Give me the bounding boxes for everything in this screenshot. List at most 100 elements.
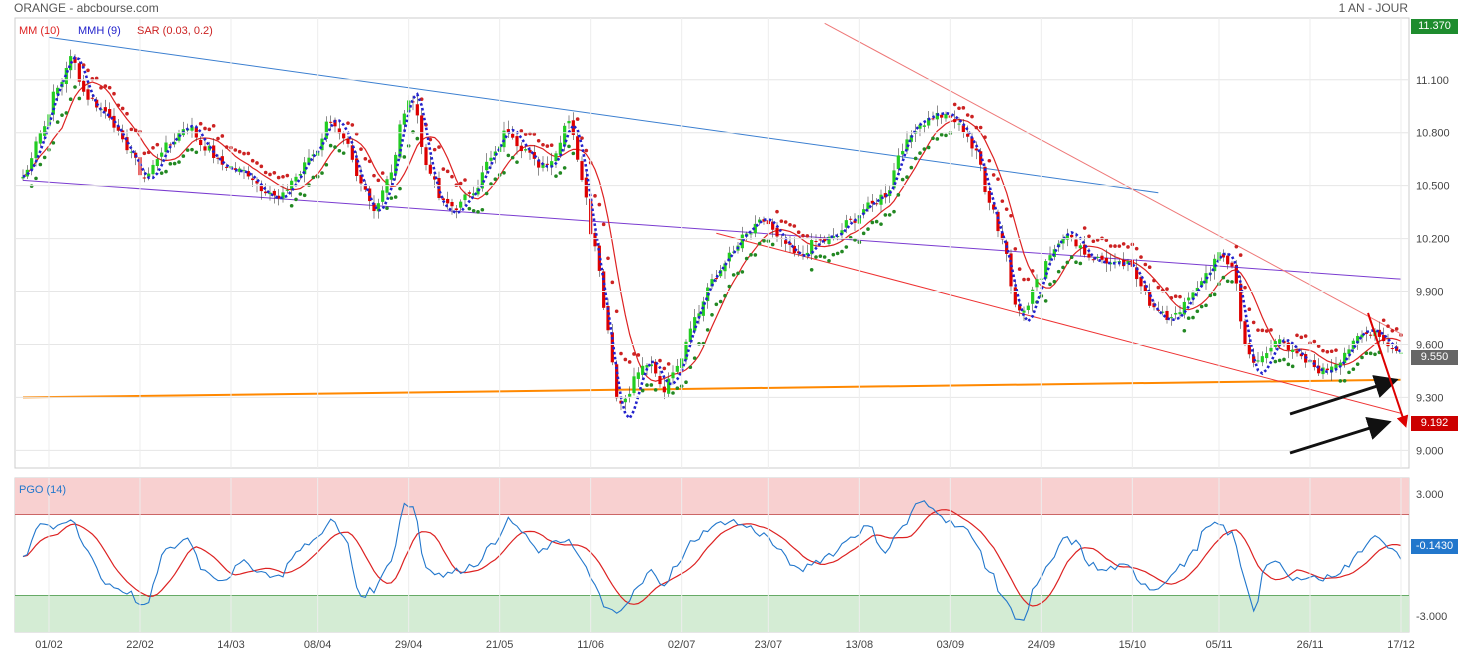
- candle-body: [649, 364, 653, 367]
- axis-layer: 11.100 10.800 10.500 10.200 9.900 9.600 9.300 9…: [15, 18, 1450, 651]
- candle-body: [827, 236, 831, 244]
- sar-dot: [1117, 244, 1122, 248]
- candle-body: [675, 365, 679, 372]
- sar-dot: [740, 270, 745, 274]
- annotation-arrow-target: [1289, 416, 1392, 455]
- candle-body: [90, 97, 94, 99]
- candle-body: [966, 133, 970, 137]
- sar-dot: [818, 254, 823, 258]
- candle-body: [160, 152, 164, 157]
- candle-body: [142, 177, 146, 179]
- sar-dot: [376, 178, 381, 183]
- candle-body: [688, 328, 692, 342]
- sar-dot: [983, 135, 987, 139]
- candle-body: [1031, 289, 1035, 304]
- sar-dot: [1338, 379, 1343, 383]
- candle-body: [1078, 245, 1082, 249]
- candle-body: [723, 263, 727, 272]
- sar-dot: [441, 167, 446, 171]
- sar-dot: [224, 145, 229, 149]
- x-tick-label: 26/11: [1297, 639, 1324, 651]
- candle-body: [524, 149, 528, 151]
- sar-dot: [1247, 307, 1252, 311]
- sar-dot: [1030, 269, 1035, 273]
- sar-dot: [1295, 333, 1299, 338]
- candle-body: [537, 161, 541, 168]
- sar-dot: [463, 178, 467, 182]
- sar-dot: [601, 222, 606, 227]
- candle-body: [545, 163, 549, 165]
- sar-dot: [783, 220, 788, 224]
- candle-body: [801, 254, 805, 256]
- candle-body: [558, 142, 562, 155]
- candle-body: [264, 191, 268, 194]
- candle-body: [515, 136, 519, 147]
- sar-dot: [1169, 295, 1174, 300]
- sar-dot: [346, 121, 350, 125]
- sar-dot: [1191, 315, 1195, 320]
- sar-dot: [1342, 378, 1347, 383]
- sar-dot: [151, 146, 155, 150]
- sar-dot: [1238, 253, 1243, 257]
- sar-dot: [666, 362, 671, 366]
- candle-body: [394, 154, 398, 174]
- sar-dot: [367, 159, 372, 164]
- sar-dot: [1329, 349, 1334, 354]
- sar-dot: [1260, 328, 1265, 333]
- price-panel-frame: [14, 17, 1410, 469]
- sar-dot: [298, 192, 303, 196]
- candle-body: [1256, 360, 1260, 362]
- sar-dot: [1126, 245, 1130, 249]
- sar-dot: [831, 252, 836, 257]
- candle-body: [992, 204, 996, 210]
- candle-body: [151, 164, 155, 175]
- candle-body: [840, 230, 844, 235]
- sar-dot: [185, 148, 190, 152]
- sar-dot: [1048, 282, 1052, 287]
- sar-dot: [159, 171, 164, 175]
- candle-body: [953, 119, 957, 123]
- candle-body: [1243, 321, 1247, 345]
- price-y-tick-label: 10.200: [1416, 234, 1450, 246]
- sar-dot: [1022, 277, 1026, 282]
- sar-dot: [541, 142, 545, 147]
- candle-body: [1018, 304, 1022, 311]
- candle-body: [1187, 297, 1191, 301]
- sar-dot: [116, 103, 121, 108]
- sar-dot: [632, 352, 636, 356]
- candle-body: [927, 118, 931, 126]
- candle-body: [333, 119, 337, 127]
- sar-dot: [1394, 327, 1399, 331]
- sar-dot: [1026, 277, 1031, 282]
- sar-dot: [216, 136, 220, 141]
- sar-dot: [835, 251, 840, 256]
- sar-dot: [1351, 367, 1356, 372]
- sar-dot: [705, 328, 710, 332]
- sar-dot: [55, 120, 60, 124]
- candle-body: [337, 128, 341, 134]
- sar-dot: [458, 181, 463, 186]
- sar-dot: [913, 156, 918, 161]
- sar-dot: [428, 137, 433, 142]
- candle-body: [242, 170, 246, 172]
- sar-dot: [675, 386, 680, 391]
- sar-dot: [809, 267, 814, 272]
- candle-body: [506, 129, 510, 133]
- candle-body: [1022, 310, 1026, 313]
- candle-body: [446, 198, 450, 204]
- candle-body: [979, 151, 983, 165]
- sar-dot: [328, 143, 333, 148]
- candle-body: [233, 168, 237, 170]
- sar-dot: [68, 97, 73, 102]
- candle-body: [1100, 255, 1104, 260]
- candle-body: [970, 137, 974, 149]
- candle-body: [281, 192, 285, 199]
- sar-dot: [645, 383, 649, 387]
- sar-dot: [363, 157, 368, 161]
- candle-body: [376, 203, 380, 212]
- sar-dot: [506, 153, 511, 158]
- sar-dot: [545, 144, 550, 148]
- candle-body: [1195, 287, 1199, 292]
- candle-body: [831, 236, 835, 238]
